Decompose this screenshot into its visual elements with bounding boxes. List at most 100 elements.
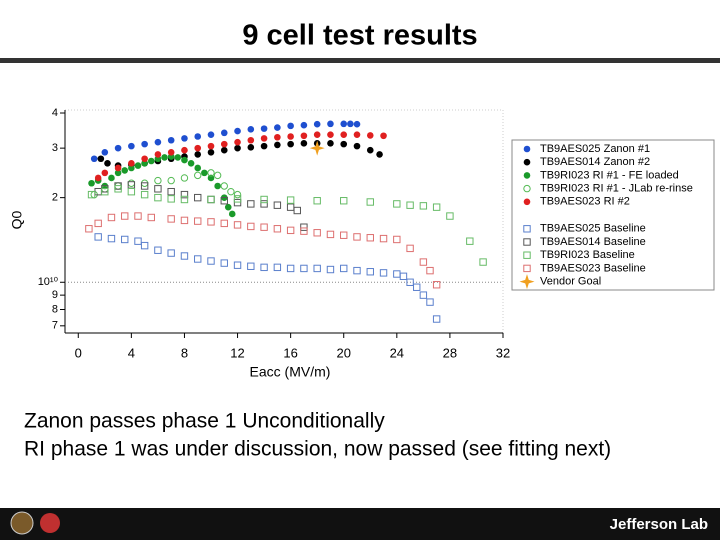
data-point (194, 171, 202, 180)
data-point (340, 120, 348, 128)
data-point (154, 193, 162, 202)
data-point (134, 237, 142, 245)
footer-bar (0, 508, 720, 540)
title-rule (0, 58, 720, 63)
data-point (247, 262, 255, 270)
legend-marker (523, 158, 531, 166)
data-point (220, 259, 228, 267)
data-point (174, 154, 182, 161)
data-point (228, 210, 236, 218)
data-point (406, 201, 414, 209)
data-point (406, 278, 414, 286)
data-point (273, 263, 282, 272)
legend-marker (523, 184, 531, 193)
legend-label: TB9AES014 Zanon #2 (540, 156, 650, 168)
data-point (141, 159, 148, 167)
data-point (260, 263, 268, 272)
data-point (107, 234, 116, 243)
data-point (274, 133, 281, 141)
data-point (134, 162, 142, 169)
data-point (326, 230, 335, 239)
y-tick-label: 3 (52, 142, 58, 154)
data-point (140, 190, 149, 199)
y-axis-label: Q0 (9, 210, 25, 229)
data-point (234, 144, 241, 152)
y-tick-label: 7 (52, 320, 58, 332)
data-point (260, 142, 268, 150)
data-point (220, 182, 228, 190)
y-tick-label: 8 (52, 303, 58, 315)
x-tick-label: 4 (128, 345, 135, 360)
data-point (393, 235, 401, 244)
data-point (101, 187, 109, 196)
data-point (286, 196, 295, 204)
data-point (234, 127, 241, 135)
legend-marker (523, 225, 531, 233)
x-tick-label: 28 (443, 345, 457, 360)
data-point (313, 197, 321, 205)
data-point (227, 187, 235, 196)
data-point (134, 212, 142, 220)
data-point (180, 190, 189, 199)
data-point (300, 132, 308, 140)
data-point (207, 257, 215, 265)
data-point (366, 234, 374, 242)
data-point (167, 187, 175, 196)
x-tick-label: 24 (390, 345, 404, 360)
data-point (247, 200, 255, 208)
legend-box (511, 139, 715, 291)
data-point (114, 185, 122, 193)
data-point (140, 241, 149, 250)
data-point (419, 291, 428, 299)
legend-marker (523, 172, 531, 179)
data-point (313, 120, 321, 128)
data-point (94, 219, 102, 228)
data-point (220, 129, 228, 137)
data-point (167, 176, 175, 185)
data-point (194, 151, 202, 158)
data-point (233, 221, 242, 229)
y-tick-label: 4 (52, 107, 58, 119)
data-point (287, 133, 294, 140)
data-point (87, 190, 96, 199)
data-point (194, 144, 202, 152)
x-axis-label: Eacc (MV/m) (250, 364, 331, 380)
data-point (293, 206, 301, 215)
data-point (326, 265, 335, 274)
data-point (340, 197, 348, 205)
x-tick-label: 16 (283, 345, 297, 360)
data-point (340, 231, 348, 239)
data-point (121, 212, 129, 220)
x-tick-label: 8 (181, 345, 188, 360)
data-point (376, 151, 383, 158)
x-tick-label: 32 (496, 345, 510, 360)
data-point (167, 195, 175, 203)
data-point (180, 174, 189, 182)
data-point (366, 146, 374, 154)
data-point (108, 174, 115, 182)
legend-marker (523, 198, 531, 206)
data-point (101, 169, 109, 177)
data-point (187, 159, 195, 167)
data-point (366, 132, 374, 139)
data-point (97, 155, 105, 163)
data-point (234, 138, 241, 146)
data-point (214, 182, 221, 190)
data-point (274, 124, 281, 131)
data-point (141, 155, 148, 163)
data-point (107, 213, 116, 222)
legend-marker (523, 251, 531, 259)
data-point (94, 174, 102, 182)
data-point (432, 203, 441, 211)
data-point (426, 266, 434, 275)
data-point (247, 136, 255, 144)
x-tick-label: 12 (230, 345, 244, 360)
data-point (247, 144, 255, 151)
y-tick-label: 2 (52, 192, 58, 204)
data-point (194, 255, 202, 263)
data-point (128, 164, 135, 172)
data-point (207, 169, 215, 177)
data-point (327, 140, 334, 147)
data-point (85, 225, 93, 233)
data-point (181, 156, 188, 164)
